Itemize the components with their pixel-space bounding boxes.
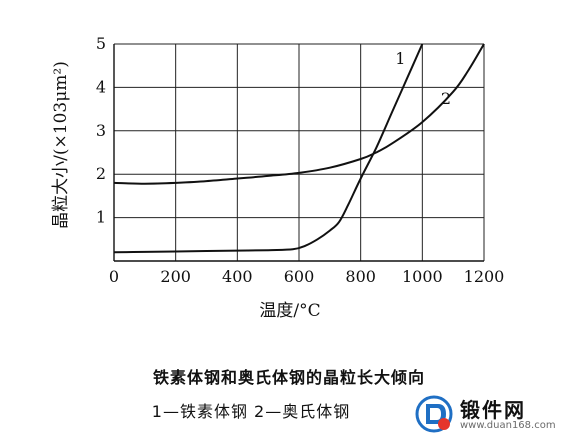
series-label-2: 2 — [441, 89, 451, 108]
figure-caption-legend: 1—铁素体钢 2—奥氏体钢 — [151, 402, 351, 421]
x-axis-title: 温度/°C — [259, 301, 320, 321]
series-line-2 — [113, 43, 485, 185]
watermark-name: 锻件网 — [460, 398, 526, 422]
axes — [113, 44, 484, 262]
series-labels: 12 — [395, 49, 451, 108]
series-lines — [113, 43, 485, 254]
x-tick-label: 800 — [345, 267, 376, 286]
figure-caption-title: 铁素体钢和奥氏体钢的晶粒长大倾向 — [152, 368, 425, 387]
series-label-1: 1 — [395, 49, 405, 68]
grid — [114, 43, 485, 261]
x-tick-label: 1200 — [464, 267, 505, 286]
x-tick-label: 600 — [284, 267, 315, 286]
y-tick-label: 5 — [96, 34, 106, 53]
y-tick-label: 4 — [96, 77, 106, 96]
watermark: 锻件网 www.duan168.com — [410, 392, 570, 436]
series-line-1 — [113, 43, 424, 254]
y-tick-label: 2 — [96, 164, 106, 183]
y-tick-label: 3 — [96, 121, 106, 140]
x-tick-label: 1000 — [402, 267, 443, 286]
duan168-logo-icon — [415, 395, 453, 433]
x-tick-label: 200 — [160, 267, 191, 286]
watermark-url: www.duan168.com — [460, 420, 556, 431]
y-axis-title: 晶粒大小/(×103μm²) — [51, 61, 71, 229]
y-tick-label: 1 — [96, 208, 106, 227]
x-tick-label: 0 — [109, 267, 119, 286]
x-tick-label: 400 — [222, 267, 253, 286]
